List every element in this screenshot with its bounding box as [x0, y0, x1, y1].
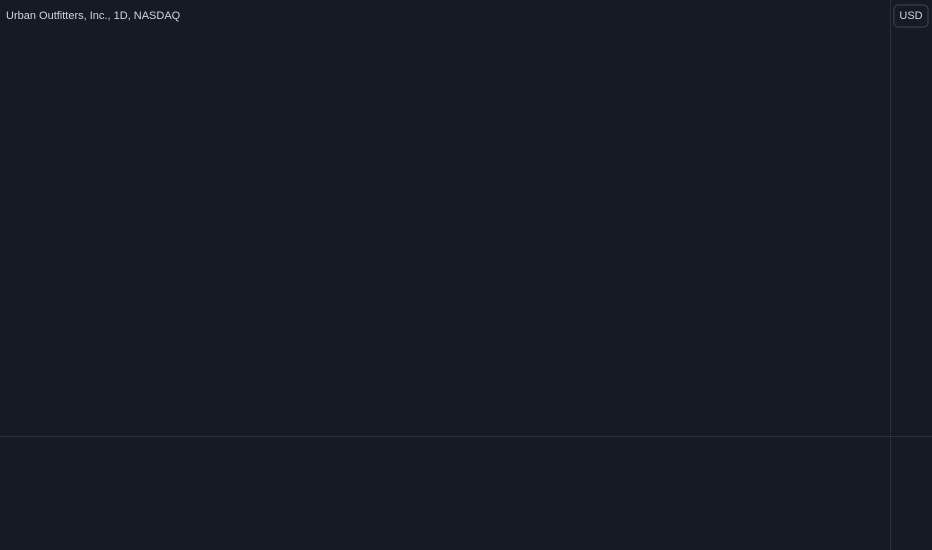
chart-title: Urban Outfitters, Inc., 1D, NASDAQ: [6, 10, 181, 22]
currency-box[interactable]: [893, 4, 929, 28]
currency[interactable]: USD: [899, 10, 922, 22]
